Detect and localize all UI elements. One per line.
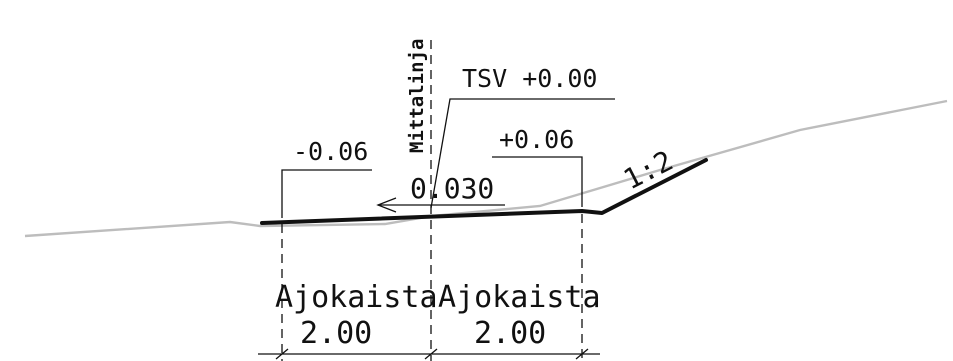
lane-name-right: Ajokaista — [438, 280, 601, 315]
right-height-leader — [492, 156, 583, 207]
lane-width-left: 2.00 — [300, 316, 372, 351]
tsv-leader — [430, 98, 615, 209]
crossfall-label: 0.030 — [410, 172, 494, 205]
lane-width-right: 2.00 — [474, 316, 546, 351]
left-height-leader — [281, 169, 372, 218]
tsv-level-label: TSV +0.00 — [462, 64, 597, 93]
left-edge-height-label: -0.06 — [293, 137, 368, 166]
road-surface-line — [260, 158, 708, 225]
slope-label: 1:2 — [618, 144, 678, 196]
centerline-label: Mittalinja — [406, 39, 428, 153]
crossfall-arrow — [376, 197, 505, 213]
dimension-line — [258, 348, 600, 360]
right-edge-height-label: +0.06 — [499, 125, 574, 154]
lane-name-left: Ajokaista — [275, 280, 438, 315]
